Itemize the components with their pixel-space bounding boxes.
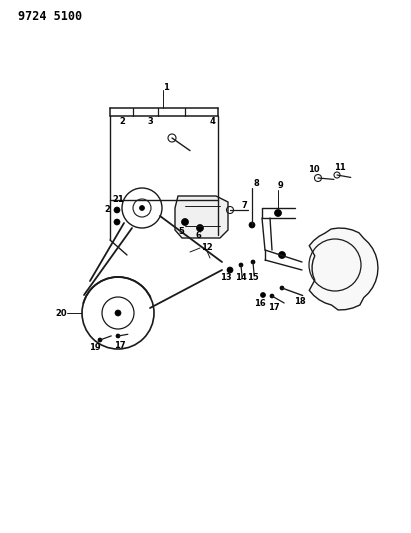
Circle shape <box>270 294 274 298</box>
Circle shape <box>116 334 120 338</box>
Circle shape <box>239 263 243 267</box>
Circle shape <box>261 293 266 297</box>
Text: 9: 9 <box>277 181 283 190</box>
Circle shape <box>115 310 121 316</box>
Circle shape <box>251 260 255 264</box>
Circle shape <box>196 224 203 231</box>
Circle shape <box>114 219 120 225</box>
Text: 3: 3 <box>147 117 153 126</box>
Text: 4: 4 <box>209 117 215 126</box>
Text: 10: 10 <box>308 166 320 174</box>
Text: 14: 14 <box>235 273 247 282</box>
Circle shape <box>249 222 255 228</box>
Text: 15: 15 <box>247 273 259 282</box>
Text: 20: 20 <box>55 309 67 318</box>
Circle shape <box>98 338 102 342</box>
Text: 16: 16 <box>254 298 266 308</box>
Text: 2: 2 <box>104 206 110 214</box>
Text: 7: 7 <box>241 200 247 209</box>
Text: 8: 8 <box>253 180 259 189</box>
Polygon shape <box>309 228 378 310</box>
Text: 17: 17 <box>114 342 126 351</box>
Text: 17: 17 <box>268 303 280 312</box>
Text: 18: 18 <box>294 297 306 306</box>
Circle shape <box>139 206 145 211</box>
Text: 21: 21 <box>112 196 124 205</box>
Polygon shape <box>175 196 228 238</box>
Text: 11: 11 <box>334 163 346 172</box>
Text: 9724 5100: 9724 5100 <box>18 10 82 23</box>
Circle shape <box>275 209 282 216</box>
Circle shape <box>280 286 284 290</box>
Circle shape <box>114 207 120 213</box>
Text: 6: 6 <box>195 231 201 240</box>
Text: 12: 12 <box>201 244 213 253</box>
Circle shape <box>227 267 233 273</box>
Text: 2: 2 <box>119 117 125 126</box>
Text: 1: 1 <box>163 83 169 92</box>
Circle shape <box>182 219 189 225</box>
Text: 19: 19 <box>89 343 101 352</box>
Text: 5: 5 <box>178 228 184 237</box>
Text: 13: 13 <box>220 273 232 282</box>
Circle shape <box>279 252 286 259</box>
